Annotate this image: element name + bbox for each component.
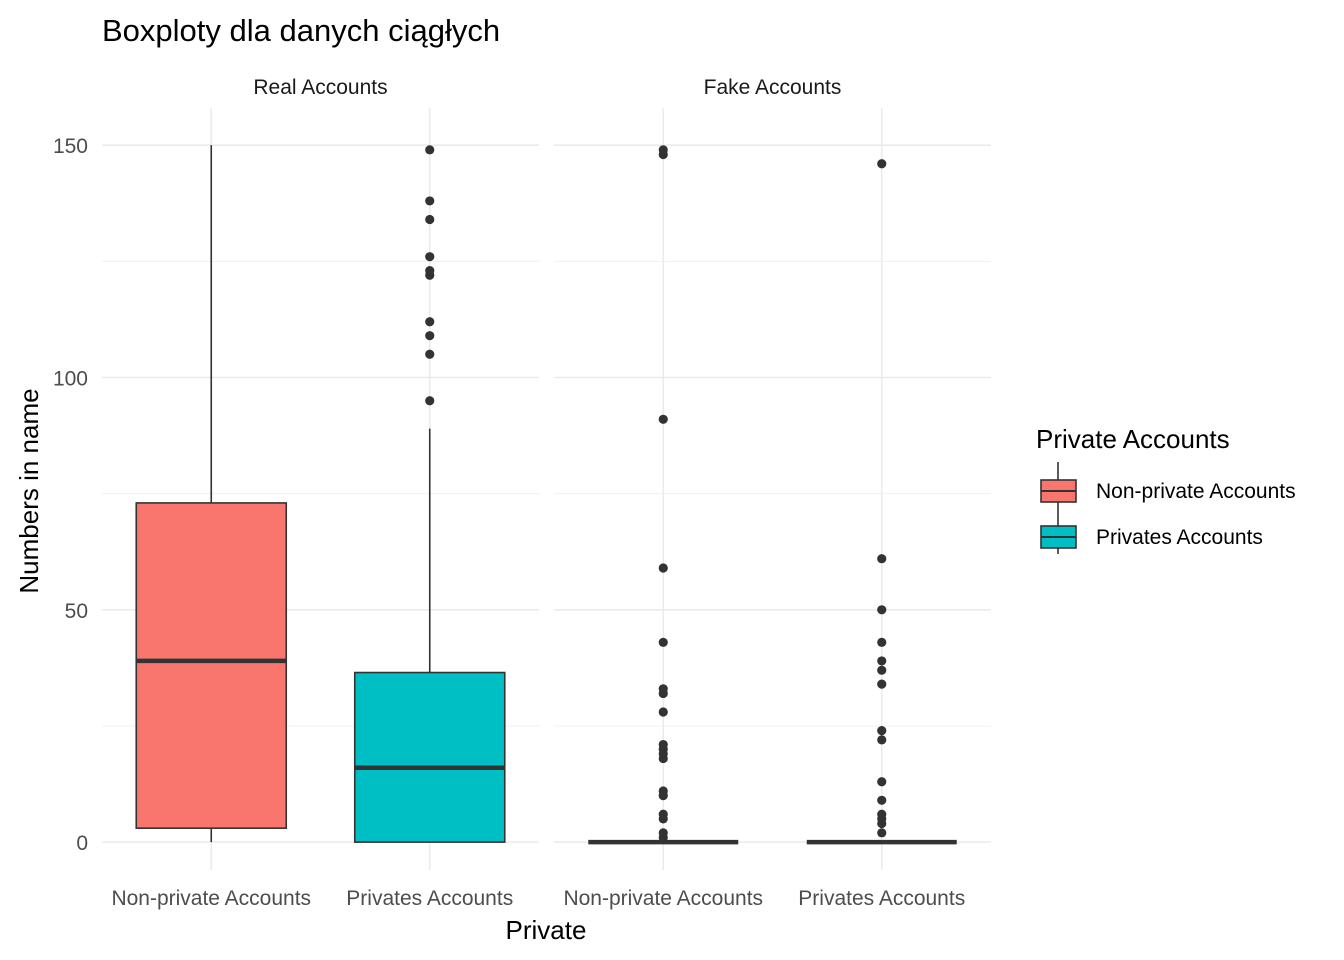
x-tick-label: Privates Accounts <box>798 887 965 910</box>
x-axis-title: Private <box>506 915 587 945</box>
plot-area: Real Accounts Non-private Accounts Private… <box>53 76 991 910</box>
legend-title: Private Accounts <box>1036 424 1230 454</box>
outlier-point <box>425 349 435 359</box>
outlier-point <box>425 331 435 341</box>
box-body <box>135 502 288 829</box>
outlier-point <box>877 656 887 666</box>
y-tick-label: 150 <box>53 135 88 158</box>
box-fake-non-private <box>588 145 739 845</box>
outlier-point <box>658 684 668 694</box>
outlier-point <box>658 828 668 838</box>
outlier-point <box>877 679 887 689</box>
outlier-point <box>877 777 887 787</box>
outlier-point <box>877 554 887 564</box>
outlier-point <box>425 317 435 327</box>
box-fake-private <box>806 159 957 845</box>
outlier-point <box>658 637 668 647</box>
outlier-point <box>658 414 668 424</box>
outlier-point <box>425 145 435 155</box>
outlier-point <box>877 637 887 647</box>
y-tick-label: 50 <box>65 600 88 623</box>
legend-item: Privates Accounts <box>1040 508 1263 554</box>
x-tick-label: Non-private Accounts <box>111 887 311 910</box>
facet-label: Real Accounts <box>253 76 387 99</box>
outlier-point <box>877 726 887 736</box>
outlier-point <box>658 707 668 717</box>
outlier-point <box>425 266 435 276</box>
legend: Private Accounts Non-private Accounts Pri… <box>1036 424 1296 554</box>
outlier-point <box>877 828 887 838</box>
box-body <box>353 671 506 843</box>
outlier-point <box>658 739 668 750</box>
outlier-point <box>877 735 887 745</box>
x-tick-label: Privates Accounts <box>346 887 513 910</box>
facet-label: Fake Accounts <box>704 76 842 99</box>
x-tick-label: Non-private Accounts <box>563 887 763 910</box>
outlier-point <box>425 196 435 206</box>
outlier-point <box>877 665 887 675</box>
outlier-point <box>877 159 887 169</box>
outlier-point <box>658 563 668 573</box>
outlier-point <box>658 145 668 155</box>
outlier-point <box>877 605 887 615</box>
box-real-private <box>353 145 506 843</box>
y-axis-title: Numbers in name <box>14 388 44 593</box>
y-tick-label: 0 <box>76 832 88 855</box>
outlier-point <box>425 214 435 225</box>
outlier-point <box>658 809 668 819</box>
outlier-point <box>877 795 887 805</box>
y-tick-label: 100 <box>53 367 88 390</box>
box-real-non-private <box>135 145 288 843</box>
legend-item: Non-private Accounts <box>1040 462 1296 508</box>
legend-label: Privates Accounts <box>1096 526 1263 549</box>
legend-label: Non-private Accounts <box>1096 480 1296 503</box>
chart-title: Boxploty dla danych ciągłych <box>102 13 500 48</box>
outlier-point <box>877 809 887 819</box>
outlier-point <box>425 396 435 406</box>
outlier-point <box>658 786 668 796</box>
outlier-point <box>425 252 435 262</box>
